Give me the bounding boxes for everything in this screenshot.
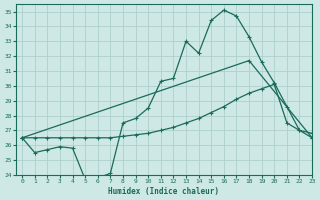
X-axis label: Humidex (Indice chaleur): Humidex (Indice chaleur): [108, 187, 220, 196]
